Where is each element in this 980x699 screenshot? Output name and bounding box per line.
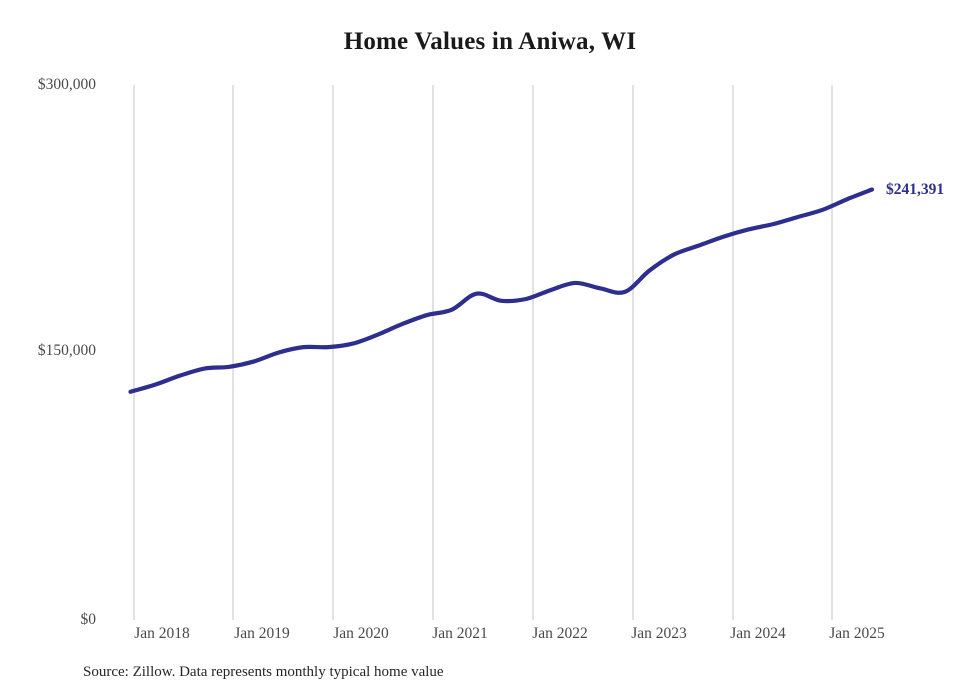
- x-axis-tick-jan-2025: Jan 2025: [797, 625, 917, 643]
- x-axis-tick-jan-2019-label: Jan 2019: [234, 625, 290, 642]
- chart-title: Home Values in Aniwa, WI: [343, 28, 637, 55]
- x-axis-tick-jan-2025-label: Jan 2025: [829, 625, 885, 642]
- y-axis-tick-0: $0: [0, 611, 97, 629]
- x-axis-tick-jan-2024-label: Jan 2024: [730, 625, 786, 642]
- x-axis-tick-jan-2024: Jan 2024: [698, 625, 818, 643]
- x-axis-tick-jan-2021: Jan 2021: [400, 625, 520, 643]
- x-axis-tick-jan-2022-label: Jan 2022: [532, 625, 588, 642]
- y-axis-tick-150000-label: $150,000: [37, 342, 96, 359]
- y-axis-tick-300000: $300,000: [0, 76, 96, 94]
- data-line-typical-home-value: [128, 187, 875, 394]
- x-axis-tick-jan-2018: Jan 2018: [102, 625, 222, 643]
- x-axis-tick-jan-2021-label: Jan 2021: [432, 625, 488, 642]
- x-axis-tick-jan-2020: Jan 2020: [301, 625, 421, 643]
- x-axis-tick-jan-2022: Jan 2022: [500, 625, 620, 643]
- x-axis-tick-jan-2020-label: Jan 2020: [333, 625, 389, 642]
- end-value-annotation: $241,391: [886, 180, 945, 198]
- x-axis-tick-jan-2018-label: Jan 2018: [134, 625, 190, 642]
- source-note: Source: Zillow. Data represents monthly …: [83, 664, 444, 680]
- y-axis-tick-0-label: $0: [80, 611, 97, 628]
- x-axis-tick-jan-2019: Jan 2019: [202, 625, 322, 643]
- x-axis-tick-jan-2023: Jan 2023: [599, 625, 719, 643]
- x-axis-tick-jan-2023-label: Jan 2023: [631, 625, 687, 642]
- y-axis-tick-150000: $150,000: [0, 342, 96, 360]
- y-axis-tick-300000-label: $300,000: [37, 76, 96, 93]
- gridlines-vertical: [133, 85, 833, 620]
